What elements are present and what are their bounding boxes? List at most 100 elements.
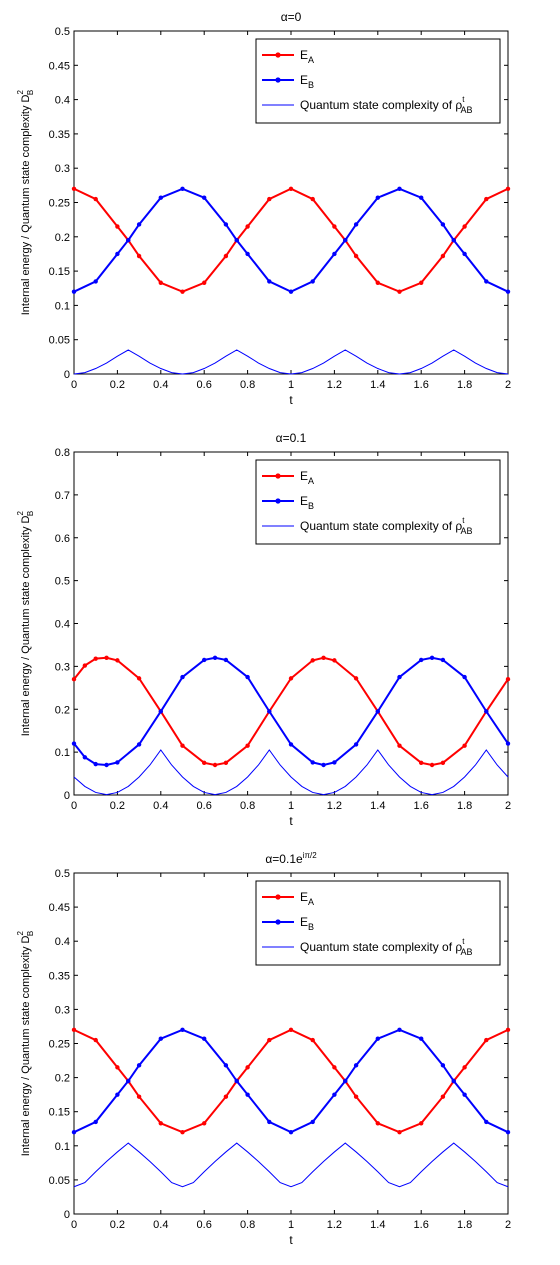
data-point (180, 289, 185, 294)
x-tick-label: 0.4 (153, 379, 168, 391)
y-tick-label: 0.05 (49, 335, 70, 347)
data-point (451, 1078, 456, 1084)
data-point (71, 741, 77, 746)
data-point (115, 1092, 120, 1097)
legend-marker (275, 894, 281, 900)
y-tick-label: 0.2 (55, 232, 70, 244)
data-point (419, 760, 424, 766)
data-point (353, 222, 359, 227)
data-point (332, 1092, 337, 1097)
data-point (158, 709, 163, 714)
x-tick-label: 1.6 (414, 379, 429, 391)
data-point (505, 741, 511, 746)
x-tick-label: 0.2 (110, 1219, 125, 1231)
y-tick-label: 0.25 (49, 198, 70, 210)
y-tick-label: 0.2 (55, 704, 70, 716)
data-point (310, 279, 315, 284)
data-point (397, 743, 402, 748)
x-tick-label: 0.4 (153, 800, 168, 812)
data-point (267, 1037, 272, 1043)
data-point (462, 251, 467, 257)
data-point (93, 656, 98, 661)
x-tick-label: 1.2 (327, 800, 342, 812)
x-tick-label: 1.8 (457, 379, 472, 391)
data-point (310, 658, 315, 663)
data-point (223, 222, 229, 227)
legend-marker (275, 919, 281, 925)
chart-title: α=0.1 (276, 431, 307, 445)
data-point (353, 1063, 359, 1068)
data-point (343, 238, 348, 243)
data-point (82, 755, 88, 760)
data-point (180, 674, 185, 680)
data-point (158, 280, 163, 285)
legend-label: Quantum state complexity of ρt AB (300, 937, 472, 957)
data-point (71, 186, 77, 191)
x-tick-label: 2 (505, 800, 511, 812)
data-point (115, 224, 120, 229)
series-line (73, 349, 509, 375)
series-2 (71, 186, 511, 294)
x-tick-label: 1.4 (370, 379, 385, 391)
legend-label: EA (300, 890, 314, 907)
data-point (397, 1129, 402, 1135)
data-point (245, 674, 250, 680)
legend-marker (275, 77, 281, 83)
y-tick-label: 0.1 (55, 300, 70, 312)
y-tick-label: 0.8 (55, 447, 70, 459)
x-tick-label: 0.8 (240, 800, 255, 812)
data-point (397, 1027, 402, 1033)
data-point (505, 1027, 511, 1033)
data-point (484, 1037, 489, 1043)
data-point (136, 1094, 142, 1099)
data-point (375, 709, 380, 714)
data-point (180, 1129, 185, 1135)
series-2 (71, 1027, 511, 1135)
data-point (332, 224, 337, 229)
data-point (419, 195, 424, 200)
chart-panel-2: α=0.1 0 0.2 0.4 0.6 0.8 1 1.2 1.4 1.6 1.8 2 0 0.1 0.2 0… (16, 431, 511, 828)
data-point (353, 742, 359, 747)
data-point (505, 186, 511, 191)
series-line (73, 1142, 509, 1188)
data-point (93, 1037, 98, 1043)
data-point (245, 224, 250, 229)
y-tick-label: 0.5 (55, 576, 70, 588)
data-point (505, 289, 511, 294)
x-tick-label: 0.8 (240, 1219, 255, 1231)
x-tick-label: 1.2 (327, 1219, 342, 1231)
data-point (202, 1036, 207, 1041)
data-point (505, 1129, 511, 1135)
y-tick-label: 0.15 (49, 266, 70, 278)
data-point (71, 677, 77, 682)
x-tick-label: 0.4 (153, 1219, 168, 1231)
chart-title: α=0 (281, 10, 302, 24)
data-point (353, 676, 359, 681)
data-point (82, 663, 88, 668)
data-point (310, 1037, 315, 1043)
data-point (462, 1065, 467, 1070)
y-tick-label: 0.4 (55, 936, 70, 948)
x-tick-label: 0 (71, 1219, 77, 1231)
data-point (288, 1027, 294, 1033)
y-tick-label: 0.45 (49, 902, 70, 914)
chart-panel-3: α=0.1eiπ/2 0 0.2 0.4 0.6 0.8 1 1.2 1.4 1.6 1.8 2 0 0.… (16, 851, 511, 1247)
data-point (288, 742, 294, 747)
x-tick-label: 1 (288, 1219, 294, 1231)
y-tick-label: 0.35 (49, 129, 70, 141)
data-point (202, 657, 207, 663)
data-point (462, 743, 467, 748)
y-axis-label: Internal energy / Quantum state complexi… (16, 90, 35, 316)
data-point (158, 1036, 163, 1041)
data-point (484, 279, 489, 284)
data-point (353, 1094, 359, 1099)
x-axis-label: t (289, 1233, 293, 1247)
data-point (375, 1036, 380, 1041)
data-point (332, 1065, 337, 1070)
x-tick-label: 1.6 (414, 1219, 429, 1231)
y-tick-label: 0.6 (55, 533, 70, 545)
series-line (73, 749, 509, 796)
data-point (288, 676, 294, 681)
data-point (397, 289, 402, 294)
